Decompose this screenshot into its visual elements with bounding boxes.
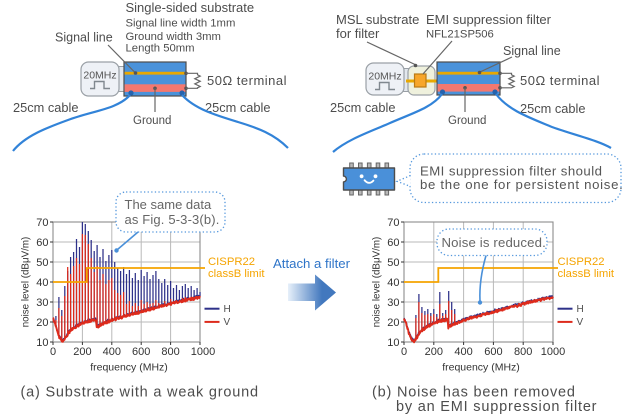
svg-text:Length 50mm: Length 50mm	[126, 43, 195, 55]
svg-text:classB limit: classB limit	[558, 268, 615, 280]
svg-text:0: 0	[401, 346, 407, 358]
svg-text:400: 400	[103, 346, 121, 358]
svg-text:50: 50	[36, 257, 48, 269]
svg-text:be the one for persistent nois: be the one for persistent noise.	[420, 177, 623, 192]
svg-text:25cm cable: 25cm cable	[205, 100, 270, 115]
svg-text:0: 0	[50, 346, 56, 358]
svg-text:20MHz: 20MHz	[368, 70, 401, 82]
svg-text:MSL substrate: MSL substrate	[336, 12, 419, 27]
svg-text:1000: 1000	[541, 346, 565, 358]
svg-text:60: 60	[387, 237, 399, 249]
svg-text:classB limit: classB limit	[208, 268, 265, 280]
svg-text:400: 400	[454, 346, 472, 358]
svg-text:50Ω terminal: 50Ω terminal	[207, 73, 287, 88]
svg-text:by an EMI suppression filter: by an EMI suppression filter	[396, 399, 597, 415]
svg-text:50Ω terminal: 50Ω terminal	[520, 73, 600, 88]
svg-text:frequency (MHz): frequency (MHz)	[442, 362, 520, 374]
svg-text:40: 40	[36, 277, 48, 289]
svg-text:40: 40	[387, 277, 399, 289]
svg-text:600: 600	[132, 346, 150, 358]
svg-text:60: 60	[36, 237, 48, 249]
svg-text:V: V	[577, 317, 584, 328]
svg-text:Single-sided substrate: Single-sided substrate	[126, 0, 255, 15]
svg-text:20: 20	[387, 317, 399, 329]
svg-text:25cm cable: 25cm cable	[520, 101, 585, 116]
svg-text:EMI suppression filter should: EMI suppression filter should	[420, 164, 602, 179]
svg-text:Noise is reduced.: Noise is reduced.	[442, 235, 546, 250]
svg-text:The same data: The same data	[125, 197, 212, 212]
svg-text:70: 70	[36, 217, 48, 229]
svg-text:200: 200	[73, 346, 91, 358]
svg-text:70: 70	[387, 217, 399, 229]
svg-text:CISPR22: CISPR22	[558, 256, 605, 268]
svg-text:Attach a filter: Attach a filter	[273, 256, 351, 271]
svg-text:10: 10	[387, 337, 399, 349]
svg-text:frequency (MHz): frequency (MHz)	[90, 362, 168, 374]
svg-text:600: 600	[484, 346, 502, 358]
svg-text:50: 50	[387, 257, 399, 269]
svg-text:Ground: Ground	[133, 115, 171, 127]
svg-text:CISPR22: CISPR22	[208, 256, 255, 268]
svg-text:EMI suppression filter: EMI suppression filter	[426, 12, 552, 27]
svg-text:as Fig. 5-3-3(b).: as Fig. 5-3-3(b).	[125, 212, 220, 227]
svg-text:(b) Noise has been removed: (b) Noise has been removed	[372, 385, 576, 401]
svg-text:1000: 1000	[191, 346, 215, 358]
svg-text:20MHz: 20MHz	[83, 69, 116, 81]
svg-text:25cm cable: 25cm cable	[330, 100, 395, 115]
svg-text:V: V	[224, 317, 231, 328]
svg-text:Ground: Ground	[448, 115, 486, 127]
svg-text:800: 800	[161, 346, 179, 358]
svg-text:noise level (dBμV/m): noise level (dBμV/m)	[21, 237, 32, 328]
svg-text:Signal line: Signal line	[503, 44, 561, 58]
svg-text:200: 200	[425, 346, 443, 358]
svg-text:Signal line width 1mm: Signal line width 1mm	[126, 18, 236, 30]
svg-text:25cm cable: 25cm cable	[13, 100, 78, 115]
svg-text:H: H	[224, 304, 231, 315]
svg-text:10: 10	[36, 337, 48, 349]
svg-text:20: 20	[36, 317, 48, 329]
svg-text:noise level (dBμV/m): noise level (dBμV/m)	[372, 237, 383, 328]
svg-text:Ground width 3mm: Ground width 3mm	[126, 31, 221, 43]
svg-text:(a) Substrate with a weak grou: (a) Substrate with a weak ground	[21, 385, 259, 401]
svg-text:H: H	[577, 304, 584, 315]
svg-text:800: 800	[514, 346, 532, 358]
svg-text:NFL21SP506: NFL21SP506	[426, 29, 494, 41]
svg-text:for filter: for filter	[336, 26, 380, 41]
svg-text:30: 30	[36, 297, 48, 309]
svg-text:Signal line: Signal line	[55, 31, 113, 45]
svg-text:30: 30	[387, 297, 399, 309]
